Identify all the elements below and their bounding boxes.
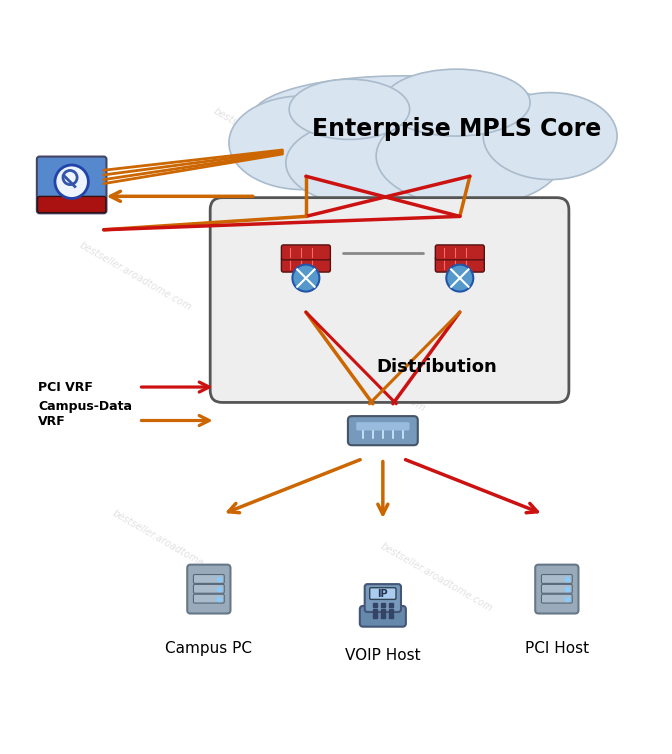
- FancyBboxPatch shape: [356, 422, 409, 431]
- FancyBboxPatch shape: [365, 584, 401, 612]
- FancyBboxPatch shape: [187, 565, 230, 614]
- FancyBboxPatch shape: [542, 575, 573, 584]
- FancyBboxPatch shape: [435, 245, 485, 260]
- FancyBboxPatch shape: [282, 245, 331, 260]
- FancyBboxPatch shape: [542, 594, 573, 603]
- Text: PCI Host: PCI Host: [525, 642, 589, 656]
- Circle shape: [292, 265, 319, 292]
- Text: bestseller.aroadtome.com: bestseller.aroadtome.com: [111, 508, 226, 581]
- Circle shape: [55, 165, 88, 198]
- FancyBboxPatch shape: [542, 584, 573, 593]
- FancyBboxPatch shape: [348, 416, 418, 445]
- Ellipse shape: [229, 96, 376, 189]
- FancyBboxPatch shape: [37, 157, 106, 213]
- FancyBboxPatch shape: [38, 197, 106, 213]
- Text: Campus PC: Campus PC: [165, 642, 253, 656]
- Text: PCI VRF: PCI VRF: [38, 381, 93, 394]
- FancyBboxPatch shape: [194, 584, 224, 593]
- Text: Campus-Data
VRF: Campus-Data VRF: [38, 400, 132, 428]
- Text: bestseller.aroadtome.com: bestseller.aroadtome.com: [312, 341, 427, 413]
- FancyBboxPatch shape: [282, 257, 331, 272]
- FancyBboxPatch shape: [535, 565, 579, 614]
- Ellipse shape: [286, 119, 453, 207]
- Circle shape: [446, 265, 473, 292]
- Ellipse shape: [253, 76, 554, 156]
- Text: bestseller.aroadtome.com: bestseller.aroadtome.com: [211, 106, 327, 179]
- FancyBboxPatch shape: [210, 198, 569, 403]
- Ellipse shape: [289, 79, 410, 139]
- Text: Enterprise MPLS Core: Enterprise MPLS Core: [312, 118, 601, 142]
- Text: bestseller.aroadtome.com: bestseller.aroadtome.com: [378, 541, 494, 614]
- Text: VOIP Host: VOIP Host: [345, 648, 421, 663]
- FancyBboxPatch shape: [194, 575, 224, 584]
- Text: bestseller.aroadtome.com: bestseller.aroadtome.com: [77, 241, 193, 313]
- FancyBboxPatch shape: [360, 606, 406, 627]
- Text: IP: IP: [378, 589, 388, 599]
- Ellipse shape: [383, 69, 530, 136]
- Ellipse shape: [376, 106, 564, 207]
- Text: Distribution: Distribution: [376, 358, 497, 376]
- Ellipse shape: [483, 93, 617, 179]
- FancyBboxPatch shape: [370, 587, 396, 599]
- FancyBboxPatch shape: [194, 594, 224, 603]
- FancyBboxPatch shape: [435, 257, 485, 272]
